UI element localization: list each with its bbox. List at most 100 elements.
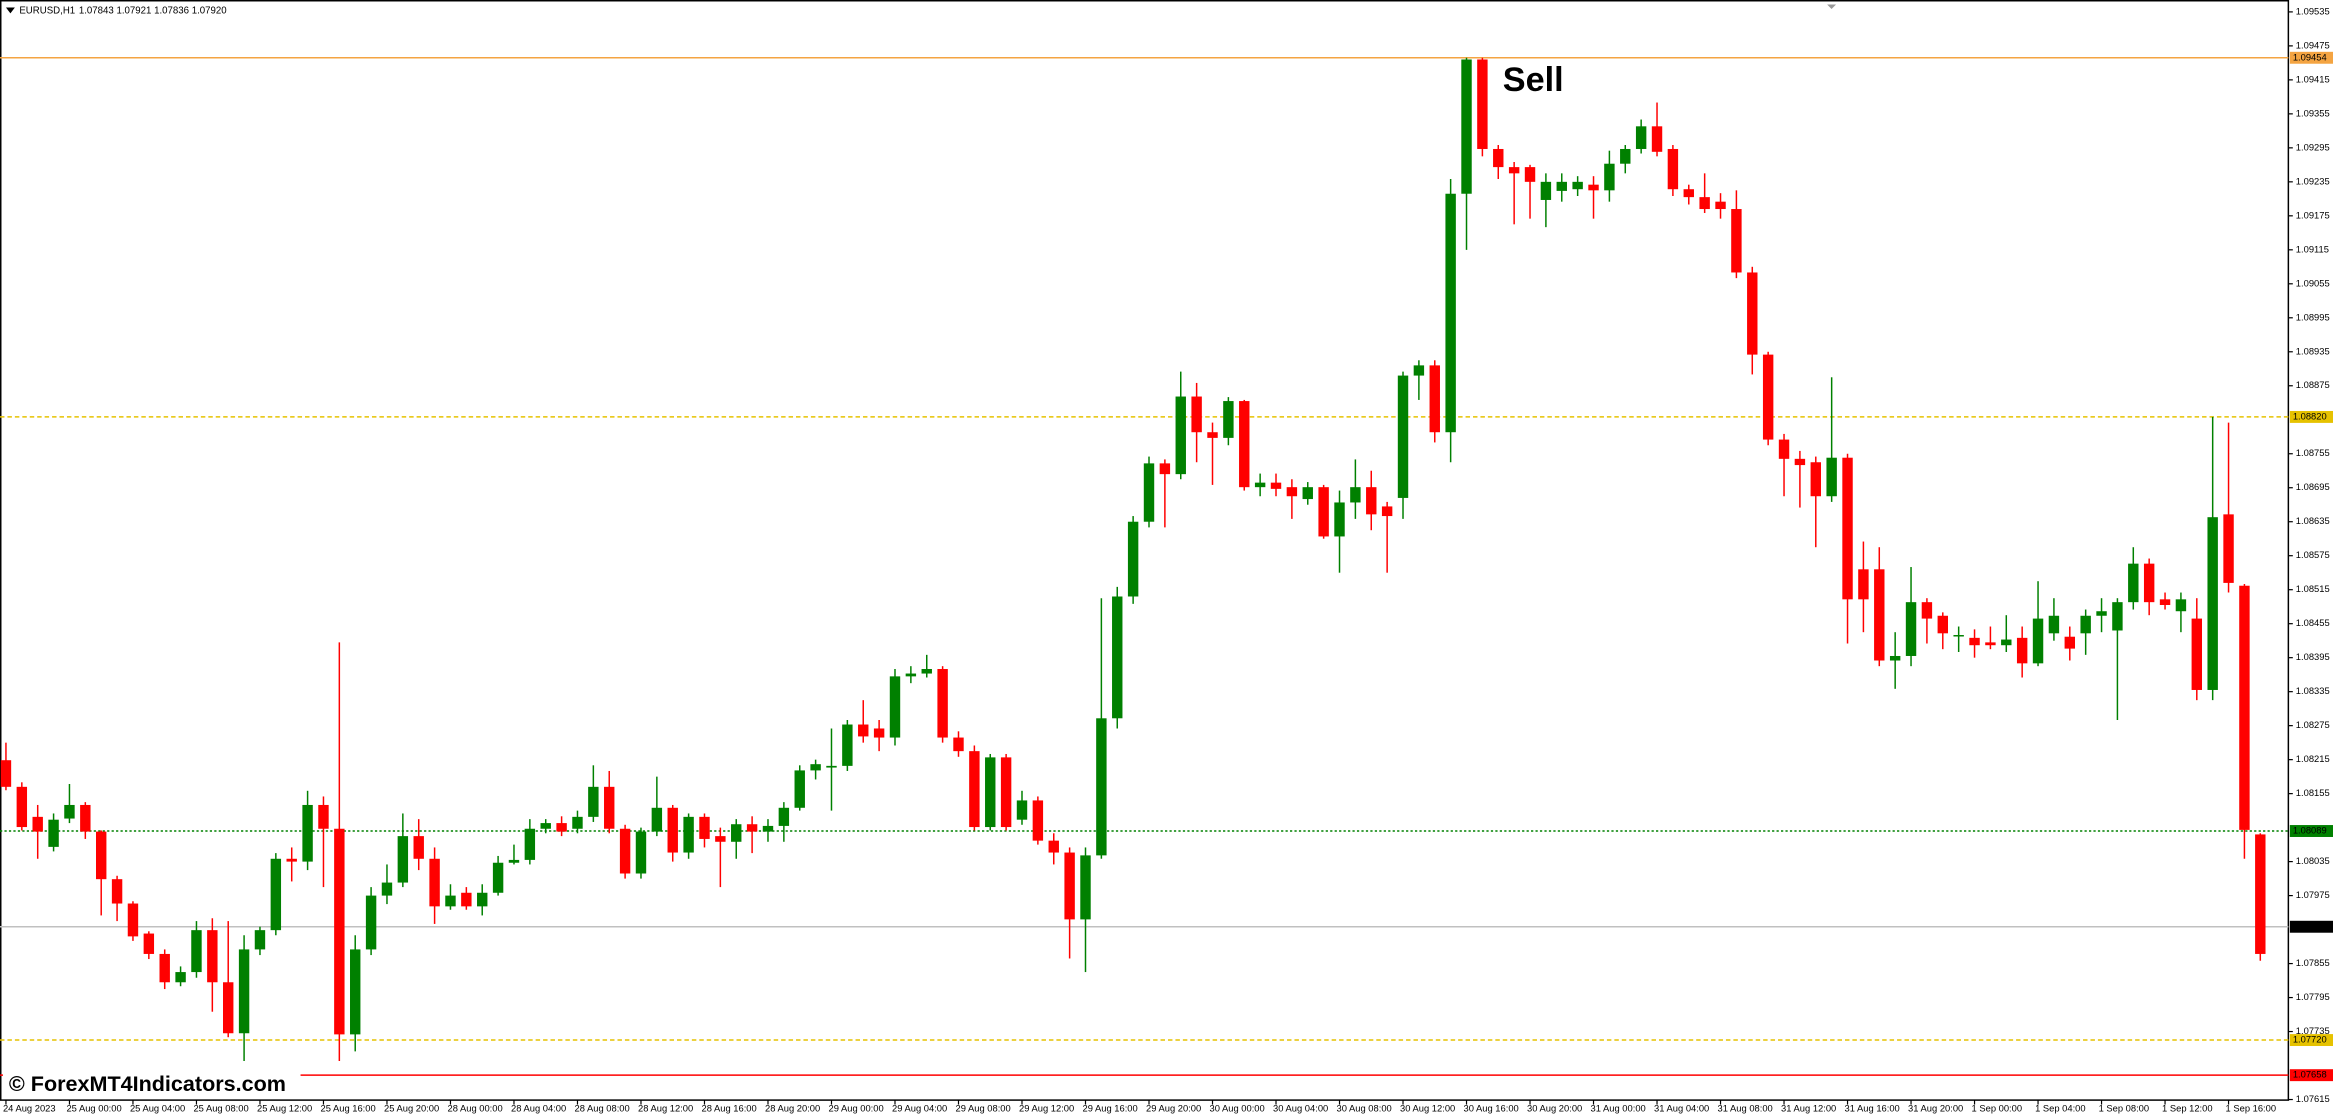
candle-body xyxy=(429,858,440,907)
candle-body xyxy=(778,807,790,826)
candle-body xyxy=(1620,148,1631,164)
candle-body xyxy=(2048,615,2060,634)
candle-body xyxy=(588,786,599,817)
candle-body xyxy=(1985,642,1996,646)
candle-body xyxy=(1254,482,1266,488)
candle-body xyxy=(175,972,186,983)
y-tick-label: 1.08455 xyxy=(2296,618,2330,628)
x-tick-label: 30 Aug 08:00 xyxy=(1337,1104,1392,1114)
candle-body xyxy=(1969,637,1980,646)
price-level-tag xyxy=(2289,51,2333,64)
y-tick-label: 1.09535 xyxy=(2296,6,2330,16)
candle-body xyxy=(1953,635,1964,637)
y-tick-label: 1.07975 xyxy=(2296,890,2330,900)
price-level-label: 1.09454 xyxy=(2293,52,2327,62)
candle-body xyxy=(270,858,282,931)
candle-body xyxy=(1429,365,1440,433)
candle-body xyxy=(477,892,488,907)
x-tick-label: 30 Aug 04:00 xyxy=(1273,1104,1328,1114)
candle-body xyxy=(604,786,615,829)
x-tick-label: 31 Aug 12:00 xyxy=(1781,1104,1836,1114)
candle-body xyxy=(159,953,170,983)
candle-body xyxy=(1810,462,1821,497)
candle-body xyxy=(397,836,409,883)
candle-body xyxy=(1000,757,1012,828)
candle-body xyxy=(1016,800,1028,820)
x-tick-label: 25 Aug 16:00 xyxy=(320,1104,375,1114)
candle-body xyxy=(905,673,917,677)
candle-body xyxy=(715,836,726,842)
candle-body xyxy=(413,836,424,859)
candle-body xyxy=(1096,718,1107,856)
candle-body xyxy=(651,807,663,832)
candle-body xyxy=(1699,197,1710,210)
candle-body xyxy=(223,982,234,1034)
candle-body xyxy=(1794,458,1806,466)
candle-body xyxy=(1667,148,1679,190)
y-tick-label: 1.08275 xyxy=(2296,720,2330,730)
menu-arrow[interactable] xyxy=(5,7,15,14)
candle-body xyxy=(2207,517,2218,690)
candle-body xyxy=(1239,401,1250,488)
x-tick-label: 28 Aug 12:00 xyxy=(638,1104,693,1114)
price-level-label: 1.07720 xyxy=(2293,1035,2327,1045)
x-tick-label: 28 Aug 08:00 xyxy=(575,1104,630,1114)
candle-body xyxy=(921,669,932,674)
candle-body xyxy=(2128,563,2139,603)
candle-body xyxy=(1858,569,1869,600)
x-tick-label: 28 Aug 20:00 xyxy=(765,1104,820,1114)
x-tick-label: 1 Sep 00:00 xyxy=(1972,1104,2023,1114)
candle-body xyxy=(937,669,948,738)
candle-body xyxy=(2080,615,2091,634)
candle-body xyxy=(1715,201,1726,210)
candle-body xyxy=(1191,396,1202,433)
y-tick-label: 1.08215 xyxy=(2296,754,2330,764)
candle-body xyxy=(492,862,504,893)
candle-body xyxy=(619,828,631,874)
candle-body xyxy=(826,765,837,768)
candle-body xyxy=(191,930,202,973)
x-tick-label: 31 Aug 08:00 xyxy=(1718,1104,1773,1114)
candle-body xyxy=(1572,181,1583,190)
y-tick-label: 1.09235 xyxy=(2296,176,2330,186)
candle-body xyxy=(699,816,710,839)
x-tick-label: 31 Aug 04:00 xyxy=(1654,1104,1709,1114)
candle-body xyxy=(2001,639,2012,646)
candle-body xyxy=(508,859,520,863)
candle-body xyxy=(2064,636,2076,649)
y-tick-label: 1.07615 xyxy=(2296,1094,2330,1104)
candle-body xyxy=(1921,602,1933,619)
candle-body xyxy=(1048,840,1059,853)
candle-body xyxy=(873,728,885,738)
x-tick-label: 1 Sep 12:00 xyxy=(2162,1104,2213,1114)
candle-body xyxy=(1604,163,1615,191)
candle-body xyxy=(1556,181,1567,191)
candle-body xyxy=(572,816,583,829)
y-tick-label: 1.07735 xyxy=(2296,1026,2330,1036)
x-tick-label: 1 Sep 04:00 xyxy=(2035,1104,2086,1114)
candle-body xyxy=(318,804,329,829)
y-tick-label: 1.08935 xyxy=(2296,346,2330,356)
y-tick-label: 1.09355 xyxy=(2296,108,2330,118)
plot-frame xyxy=(0,0,2290,1101)
candle-body xyxy=(445,895,456,907)
candle-body xyxy=(95,831,107,880)
candle-body xyxy=(1032,800,1044,841)
x-tick-label: 28 Aug 04:00 xyxy=(511,1104,566,1114)
price-level-tag xyxy=(2289,825,2333,837)
candle-body xyxy=(1286,487,1298,497)
candle-body xyxy=(1540,181,1552,200)
price-level-label: 1.08089 xyxy=(2293,825,2327,835)
candle-body xyxy=(667,807,678,853)
candle-body xyxy=(1381,506,1393,517)
y-tick-label: 1.08695 xyxy=(2296,482,2330,492)
candle-body xyxy=(1635,126,1647,149)
candle-body xyxy=(1143,463,1155,522)
symbol-title: EURUSD,H1 xyxy=(19,6,75,17)
candle-body xyxy=(381,882,393,896)
candle-body xyxy=(985,757,996,828)
candle-body xyxy=(1413,365,1425,376)
candle-body xyxy=(111,879,123,904)
candle-body xyxy=(1270,482,1282,489)
